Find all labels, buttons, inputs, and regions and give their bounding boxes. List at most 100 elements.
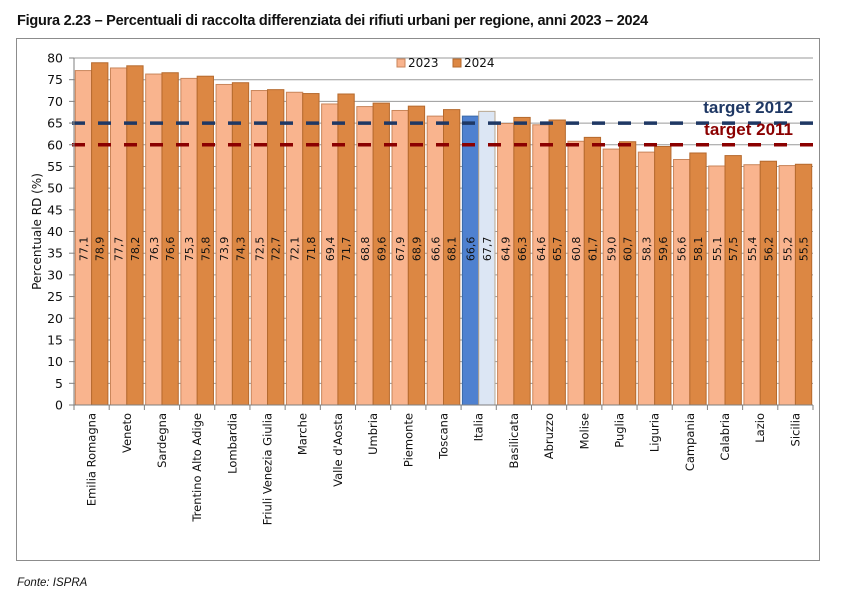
value-label-2024: 59,6 [657,237,670,262]
value-label-2024: 61,7 [586,237,599,262]
value-label-2024: 55,5 [798,237,811,262]
bar-2023 [743,164,761,406]
legend-label-2023: 2023 [408,56,439,70]
value-label-2023: 64,6 [535,237,548,262]
value-label-2024: 78,9 [94,237,107,262]
value-label-2023: 72,5 [253,237,266,262]
value-labels: 77,1 78,9 77,7 78,2 76,3 76,6 75,3 75,8 73,9 74,3… [77,237,810,262]
value-label-2023: 75,3 [183,237,196,262]
value-label-2024: 66,3 [516,237,529,262]
figure-source: Fonte: ISPRA [17,577,88,589]
y-tick-label: 40 [47,224,63,239]
value-label-2024: 71,8 [305,237,318,262]
category-label: Valle d'Aosta [331,413,345,487]
category-label: Basilicata [507,413,521,468]
value-label-2023: 76,3 [148,237,161,262]
bar-2024 [654,145,672,406]
value-label-2024: 65,7 [551,237,564,262]
value-label-2023: 59,0 [605,237,618,262]
value-label-2024: 69,6 [375,237,388,262]
y-tick-label: 65 [47,116,63,131]
value-label-2024: 58,1 [692,237,705,262]
value-label-2024: 60,7 [622,237,635,262]
bar-2023 [778,165,796,406]
bar-2023 [109,67,128,406]
category-label: Friuli Venezia Giulia [261,413,275,525]
category-label: Veneto [120,413,134,453]
y-tick-label: 70 [47,94,63,109]
reference-line-label: target 2012 [703,98,793,117]
value-label-2023: 68,8 [359,237,372,262]
bar-2023 [567,140,585,406]
reference-lines: target 2012 target 2011 [72,98,813,147]
y-tick-label: 30 [47,267,63,282]
y-tick-label: 0 [55,398,63,413]
value-label-2023: 67,9 [394,237,407,262]
value-label-2023: 66,6 [465,237,478,262]
category-label: Italia [472,413,486,441]
y-tick-label: 45 [47,202,63,217]
bar-2024 [759,160,778,406]
bar-2023 [497,122,515,406]
category-label: Lazio [753,413,767,443]
category-label: Molise [577,413,591,449]
bar-2024 [794,163,813,406]
value-label-2024: 67,7 [481,237,494,262]
value-label-2024: 72,7 [270,237,283,262]
value-label-2023: 73,9 [218,237,231,262]
category-label: Trentino Alto Adige [190,413,204,523]
bar-2023 [673,158,691,406]
bar-2024 [618,141,637,406]
category-label: Abruzzo [542,413,556,459]
legend-label-2024: 2024 [464,56,495,70]
value-label-2024: 71,7 [340,237,353,262]
bar-2024 [724,155,742,406]
value-label-2023: 55,4 [746,237,759,262]
value-label-2024: 76,6 [164,237,177,262]
value-label-2024: 68,1 [446,237,459,262]
category-label: Sardegna [155,413,169,468]
value-label-2023: 55,2 [781,237,794,262]
value-label-2024: 68,9 [410,237,423,262]
y-tick-label: 25 [47,289,63,304]
category-label: Lombardia [225,413,239,474]
legend: 2023 2024 [396,56,495,70]
reference-line-label: target 2011 [704,120,793,139]
bar-2023 [602,148,620,406]
category-label: Puglia [612,413,626,448]
y-tick-label: 80 [47,51,63,66]
value-label-2024: 57,5 [727,237,740,262]
bar-2024 [126,65,144,406]
bar-2023 [637,151,656,406]
category-label: Calabria [718,413,732,461]
bar-2024 [689,152,707,406]
legend-swatch-2023 [396,58,406,68]
value-label-2023: 55,1 [711,237,724,262]
y-tick-label: 15 [47,332,63,347]
y-tick-label: 60 [47,137,63,152]
y-tick-label: 10 [47,354,63,369]
value-label-2023: 58,3 [640,237,653,262]
y-tick-label: 35 [47,246,63,261]
value-label-2024: 75,8 [199,237,212,262]
value-label-2023: 60,8 [570,237,583,262]
y-tick-label: 55 [47,159,63,174]
bar-2023 [708,165,726,406]
bar-2024 [548,119,566,406]
value-label-2023: 66,6 [429,237,442,262]
value-label-2024: 56,2 [762,237,775,262]
value-label-2023: 77,7 [113,237,126,262]
y-tick-label: 20 [47,311,63,326]
bar-2024 [91,62,109,406]
category-label: Liguria [648,413,662,452]
y-tick-label: 50 [47,181,63,196]
y-tick-label: 75 [47,72,63,87]
category-label: Emilia Romagna [85,413,99,506]
bar-2024 [583,136,602,406]
value-label-2023: 72,1 [289,237,302,262]
y-tick-label: 5 [55,376,63,391]
value-label-2024: 78,2 [129,237,142,262]
legend-swatch-2024 [452,58,462,68]
category-label: Toscana [437,413,451,460]
